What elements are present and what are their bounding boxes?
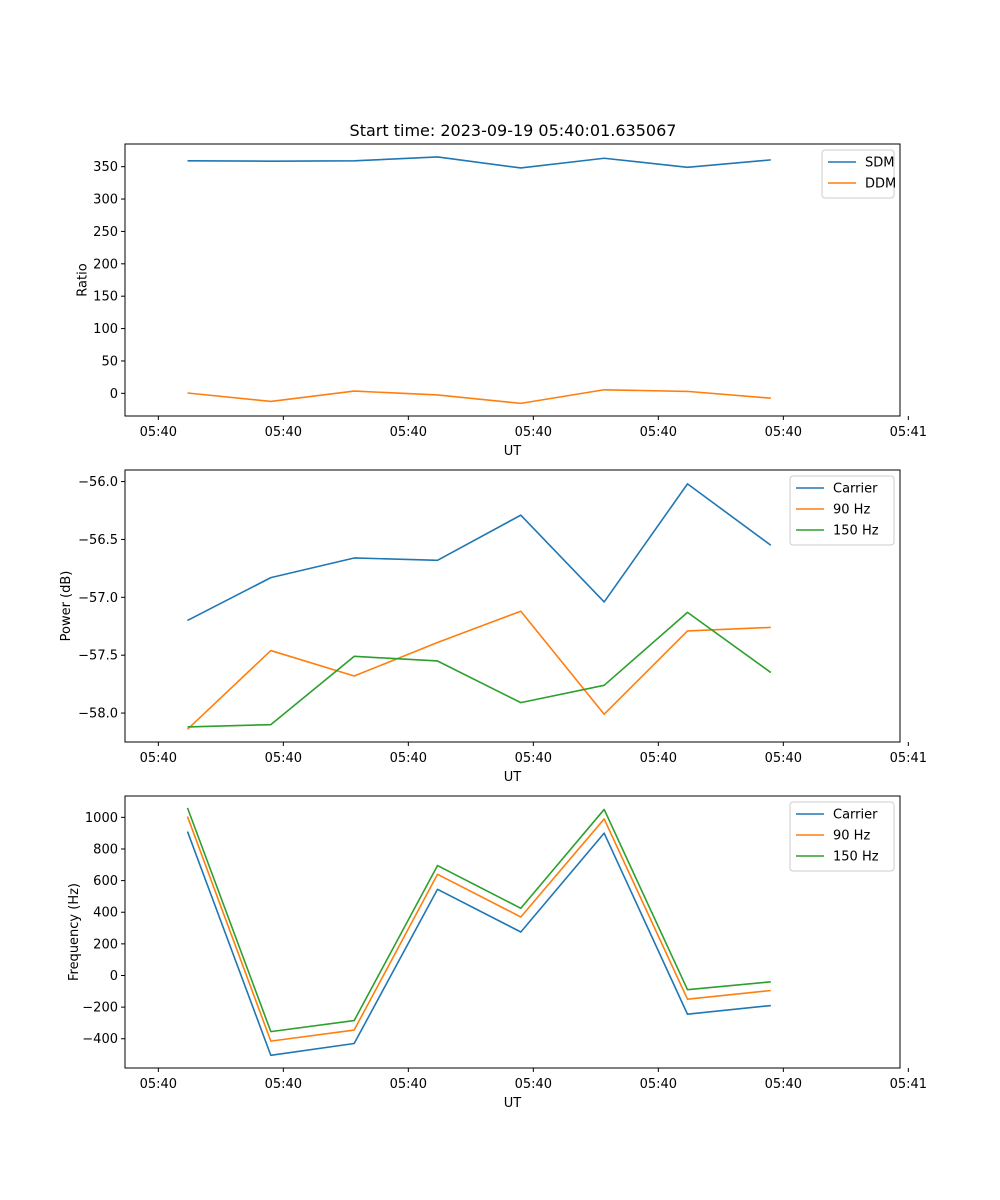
series-line-carrier xyxy=(187,483,772,622)
legend: Carrier 90 Hz 150 Hz xyxy=(789,801,895,872)
y-tick-label: 200 xyxy=(93,937,118,952)
x-tick-label: 05:40 xyxy=(390,751,427,766)
y-tick-label: −56.5 xyxy=(78,533,118,548)
x-tick-label: 05:40 xyxy=(140,425,177,440)
legend-label: 90 Hz xyxy=(833,503,870,518)
x-tick-label: 05:41 xyxy=(890,1077,927,1092)
series-line-90-hz xyxy=(186,610,771,730)
legend-label: 150 Hz xyxy=(833,524,879,539)
x-tick-label: 05:40 xyxy=(515,1077,552,1092)
x-tick-label: 05:40 xyxy=(765,1077,802,1092)
legend: Carrier 90 Hz 150 Hz xyxy=(789,475,895,546)
x-tick-label: 05:40 xyxy=(515,425,552,440)
legend-label: DDM xyxy=(865,177,896,192)
y-tick-label: 200 xyxy=(93,257,118,272)
x-axis-label: UT xyxy=(504,770,522,785)
y-tick-label: −200 xyxy=(82,1001,118,1016)
y-tick-label: 250 xyxy=(93,225,118,240)
x-axis-label: UT xyxy=(504,1096,522,1111)
x-tick-label: 05:40 xyxy=(265,425,302,440)
x-tick-label: 05:41 xyxy=(890,425,927,440)
legend: SDM DDM xyxy=(821,149,896,199)
x-tick-label: 05:41 xyxy=(890,751,927,766)
series-line-carrier xyxy=(186,831,771,1057)
y-axis-label: Ratio xyxy=(75,263,90,296)
legend-label: 150 Hz xyxy=(833,850,879,865)
x-axis-label: UT xyxy=(504,444,522,459)
y-tick-label: 600 xyxy=(93,874,118,889)
x-tick-label: 05:40 xyxy=(765,425,802,440)
series-line-150-hz xyxy=(187,611,772,728)
y-tick-label: 350 xyxy=(93,160,118,175)
x-tick-label: 05:40 xyxy=(515,751,552,766)
y-tick-label: 300 xyxy=(93,193,118,208)
x-tick-label: 05:40 xyxy=(640,1077,677,1092)
chart-panel-3: 05:40 05:40 05:40 05:40 05:40 05:40 05:41 −400 −… xyxy=(67,795,927,1111)
y-axis-label: Frequency (Hz) xyxy=(67,883,82,981)
x-tick-label: 05:40 xyxy=(140,1077,177,1092)
x-tick-label: 05:40 xyxy=(640,425,677,440)
series-line-150-hz xyxy=(186,807,771,1033)
y-tick-label: 400 xyxy=(93,906,118,921)
legend-label: SDM xyxy=(865,156,894,171)
y-tick-label: 1000 xyxy=(85,811,118,826)
x-tick-label: 05:40 xyxy=(265,1077,302,1092)
x-tick-label: 05:40 xyxy=(640,751,677,766)
legend-label: 90 Hz xyxy=(833,829,870,844)
x-tick-label: 05:40 xyxy=(140,751,177,766)
series-line-90-hz xyxy=(186,816,771,1042)
plot-frame xyxy=(124,143,901,417)
y-tick-label: −57.0 xyxy=(78,591,118,606)
plot-frame xyxy=(124,795,901,1069)
y-tick-label: −58.0 xyxy=(78,707,118,722)
x-tick-label: 05:40 xyxy=(390,1077,427,1092)
legend-box xyxy=(789,801,895,872)
x-tick-label: 05:40 xyxy=(765,751,802,766)
series-line-sdm xyxy=(187,156,771,169)
y-tick-label: 800 xyxy=(93,842,118,857)
y-tick-label: −57.5 xyxy=(78,649,118,664)
y-axis-label: Power (dB) xyxy=(59,571,74,642)
plot-frame xyxy=(124,469,901,743)
legend-label: Carrier xyxy=(833,482,878,497)
figure-title: Start time: 2023-09-19 05:40:01.635067 xyxy=(350,121,677,140)
series-line-ddm xyxy=(187,388,771,405)
legend-label: Carrier xyxy=(833,808,878,823)
y-tick-label: 0 xyxy=(110,387,118,402)
x-tick-label: 05:40 xyxy=(265,751,302,766)
panels: 05:40 05:40 05:40 05:40 05:40 05:40 05:41 0 50 10… xyxy=(59,143,927,1111)
chart-panel-2: 05:40 05:40 05:40 05:40 05:40 05:40 05:41 −58.0… xyxy=(59,469,927,785)
y-tick-label: −56.0 xyxy=(78,475,118,490)
chart-panel-1: 05:40 05:40 05:40 05:40 05:40 05:40 05:41 0 50 10… xyxy=(75,143,927,459)
y-tick-label: 100 xyxy=(93,322,118,337)
y-tick-label: 50 xyxy=(101,354,118,369)
y-tick-label: 150 xyxy=(93,290,118,305)
y-tick-label: −400 xyxy=(82,1032,118,1047)
legend-box xyxy=(789,475,895,546)
y-tick-label: 0 xyxy=(110,969,118,984)
x-tick-label: 05:40 xyxy=(390,425,427,440)
